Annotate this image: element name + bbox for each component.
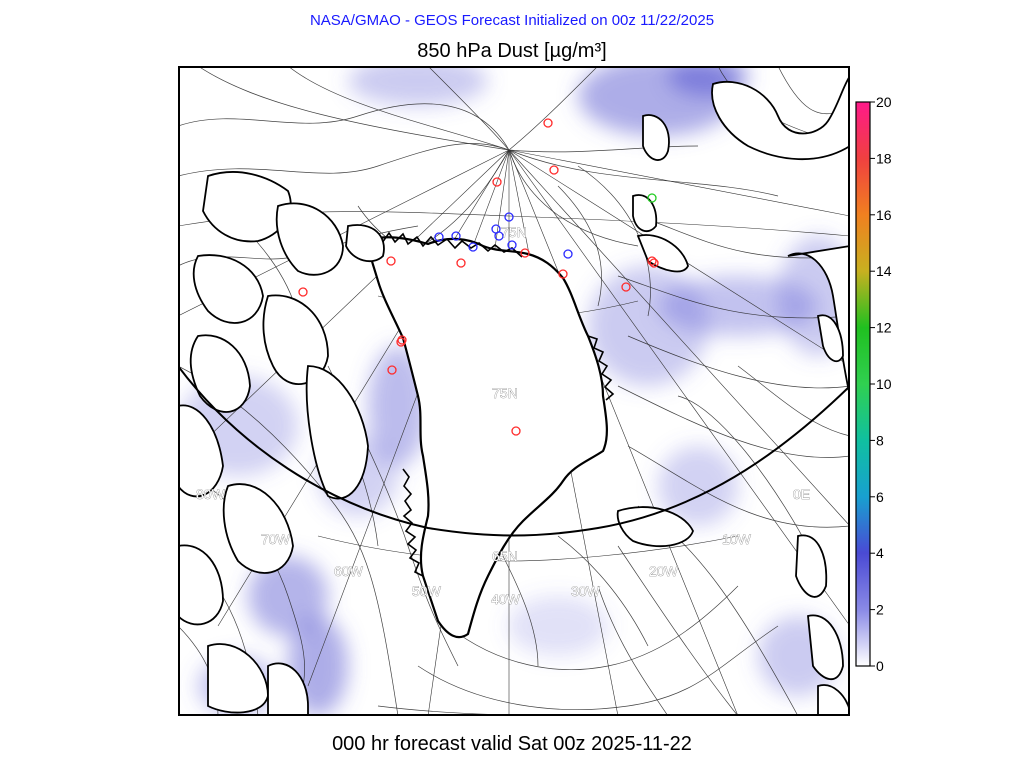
lat-label-75n: 75N xyxy=(501,224,527,240)
site-marker-blue xyxy=(451,231,461,241)
lat-label-75n-center: 75N xyxy=(492,385,518,401)
colorbar-tick-label: 0 xyxy=(876,658,884,674)
chart-title: 850 hPa Dust [µg/m³] xyxy=(417,40,607,62)
site-marker-red xyxy=(520,248,530,258)
colorbar-tick-label: 16 xyxy=(876,207,892,223)
site-marker-red xyxy=(647,256,657,266)
site-marker-red xyxy=(492,177,502,187)
lon-label-80w: 80W xyxy=(196,486,226,502)
forecast-valid-time: 000 hr forecast valid Sat 00z 2025-11-22 xyxy=(332,733,692,755)
colorbar-tick-label: 2 xyxy=(876,602,884,618)
site-marker-red xyxy=(456,258,466,268)
site-marker-red xyxy=(558,269,568,279)
site-marker-blue xyxy=(468,242,478,252)
colorbar-tick-label: 6 xyxy=(876,489,884,505)
greenland-landmass xyxy=(366,236,608,639)
site-marker-red xyxy=(396,337,406,347)
colorbar: 0 2 4 6 8 10 12 14 16 18 20 xyxy=(855,96,892,674)
dust-forecast-map: 75N 75N 65N 80W 70W 60W 50W 40W 30W 20W … xyxy=(178,66,850,716)
colorbar-tick-label: 20 xyxy=(876,96,892,110)
lon-label-30w: 30W xyxy=(571,583,601,599)
colorbar-tick-label: 8 xyxy=(876,432,884,448)
lon-label-70w: 70W xyxy=(261,531,291,547)
colorbar-tick-label: 10 xyxy=(876,376,892,392)
site-marker-red xyxy=(386,256,396,266)
canadian-archipelago xyxy=(178,171,385,716)
site-marker-green xyxy=(647,193,657,203)
observation-markers xyxy=(298,118,659,436)
colorbar-gradient xyxy=(855,101,871,667)
site-marker-red xyxy=(511,426,521,436)
site-marker-blue xyxy=(504,212,514,222)
site-marker-red xyxy=(387,365,397,375)
site-marker-red xyxy=(621,282,631,292)
site-marker-blue xyxy=(494,231,504,241)
colorbar-tick-label: 4 xyxy=(876,545,884,561)
lon-label-10w: 10W xyxy=(722,531,752,547)
grid-labels: 75N 75N 65N 80W 70W 60W 50W 40W 30W 20W … xyxy=(196,224,811,608)
map-frame xyxy=(178,66,850,716)
colorbar-tick-label: 12 xyxy=(876,320,892,336)
site-marker-blue xyxy=(434,232,444,242)
site-marker-red xyxy=(543,118,553,128)
site-marker-red xyxy=(298,287,308,297)
site-marker-red xyxy=(549,165,559,175)
colorbar-tick-label: 18 xyxy=(876,150,892,166)
lon-label-40w: 40W xyxy=(491,591,521,607)
site-marker-blue xyxy=(563,249,573,259)
colorbar-tick-label: 14 xyxy=(876,263,892,279)
lon-label-60w: 60W xyxy=(334,563,364,579)
europe-coastlines xyxy=(616,74,850,716)
site-marker-blue xyxy=(507,240,517,250)
lon-label-0e: 0E xyxy=(793,486,810,502)
forecast-init-line: NASA/GMAO - GEOS Forecast Initialized on… xyxy=(309,12,715,29)
greenland-coast-jagged xyxy=(367,231,615,577)
lat-label-65n: 65N xyxy=(492,548,518,564)
lon-label-20w: 20W xyxy=(649,563,679,579)
lon-label-50w: 50W xyxy=(412,583,442,599)
colorbar-ticks: 0 2 4 6 8 10 12 14 16 18 20 xyxy=(870,96,892,674)
site-marker-red xyxy=(649,258,659,268)
reference-circle-60n xyxy=(178,365,850,537)
